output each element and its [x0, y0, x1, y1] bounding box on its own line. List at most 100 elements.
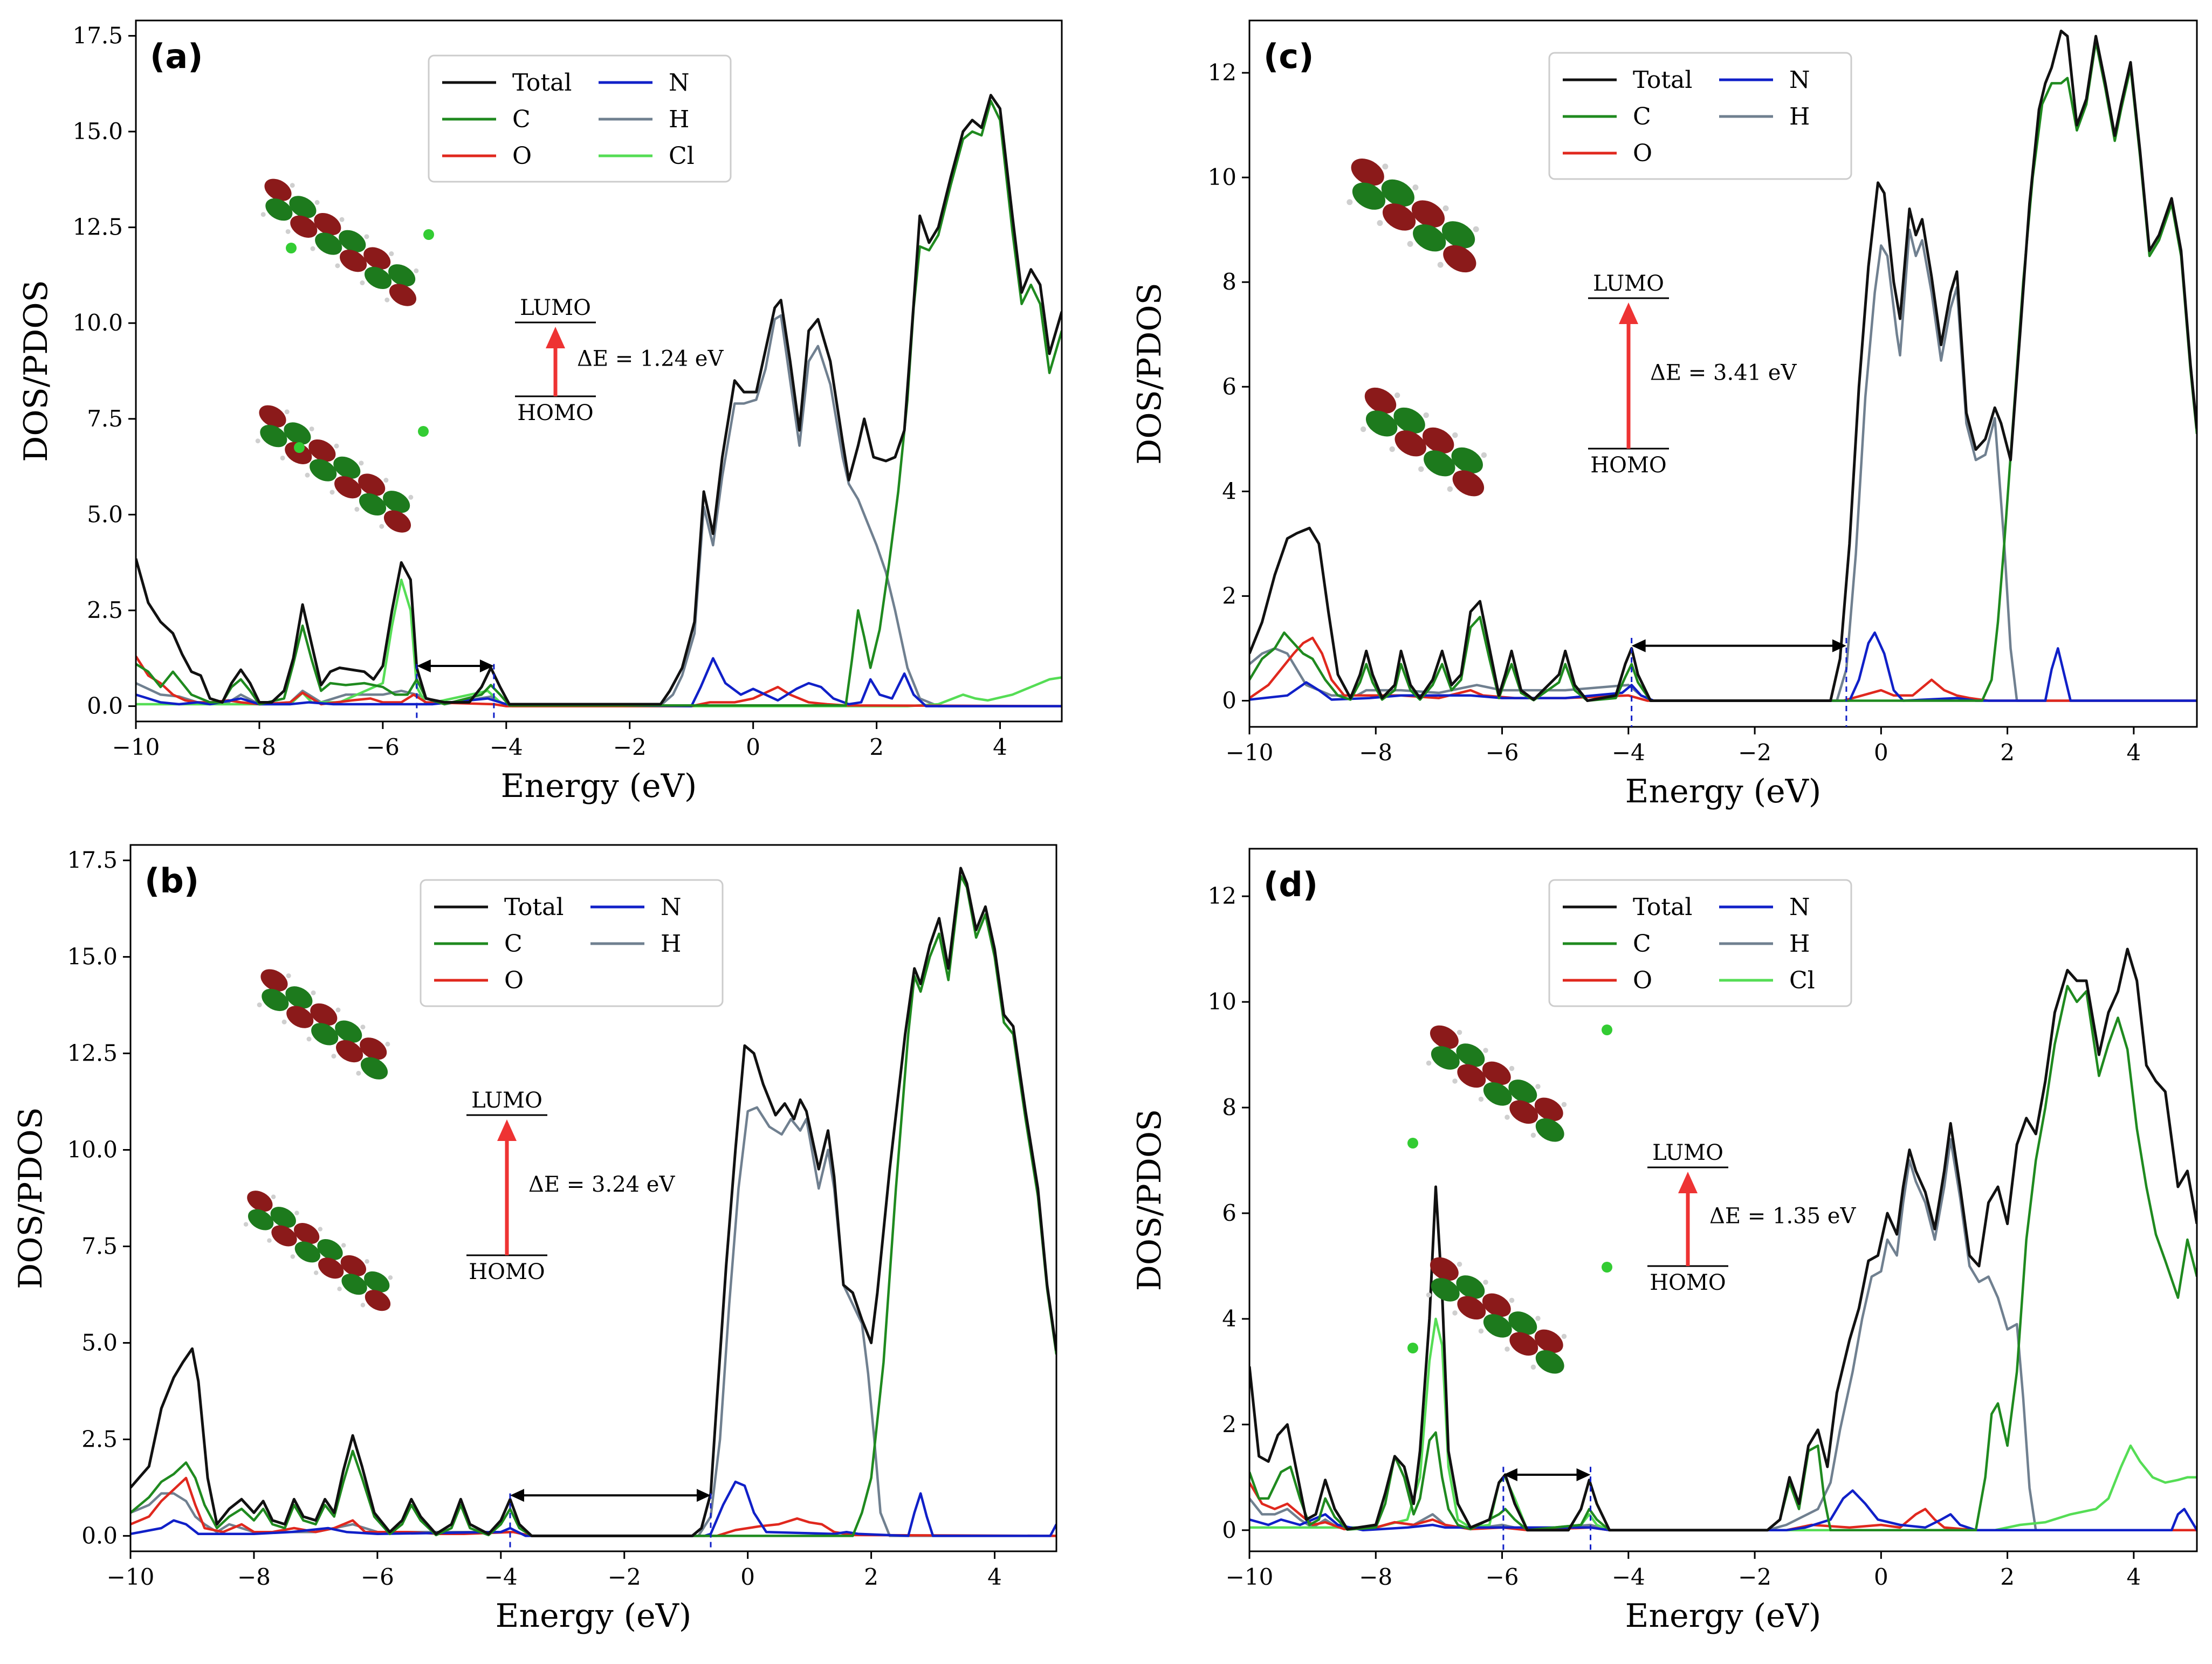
- orbital-lobe: [1365, 410, 1398, 437]
- lumo-label: LUMO: [1652, 1140, 1723, 1165]
- legend-label-total: Total: [1633, 66, 1692, 94]
- hydrogen-atom: [1478, 1328, 1484, 1334]
- y-axis-label: DOS/PDOS: [17, 280, 55, 462]
- legend-label-n: N: [661, 893, 682, 921]
- hydrogen-atom: [334, 443, 339, 449]
- hydrogen-atom: [383, 478, 389, 483]
- chlorine-atom: [423, 229, 434, 240]
- legend-label-n: N: [1789, 66, 1810, 94]
- hydrogen-atom: [313, 1270, 319, 1275]
- y-tick-label: 6: [1222, 1200, 1236, 1226]
- orbital-lobe: [359, 493, 387, 516]
- hydrogen-atom: [1481, 452, 1487, 458]
- orbital-lobe: [364, 266, 392, 290]
- orbital-lobe: [289, 196, 317, 218]
- gap-red-arrow-head: [546, 327, 565, 348]
- plot-frame: [1248, 848, 2198, 1552]
- plot-frame: [135, 19, 1063, 723]
- y-tick-label: 2: [1222, 1411, 1236, 1438]
- legend-label-n: N: [669, 69, 690, 97]
- hydrogen-atom: [1452, 1078, 1458, 1084]
- hydrogen-atom: [1452, 1310, 1458, 1316]
- orbital-lobe: [341, 1274, 367, 1295]
- gap-energy-label: ΔE = 1.24 eV: [577, 347, 724, 372]
- x-tick-label: −2: [608, 1564, 641, 1590]
- x-tick-label: −10: [1226, 739, 1274, 766]
- y-tick-label: 15.0: [67, 944, 118, 970]
- orbital-illustration: [255, 178, 434, 533]
- gap-red-arrow-head: [497, 1119, 517, 1141]
- orbital-lobe: [1508, 1311, 1537, 1335]
- lumo-label: LUMO: [520, 295, 591, 320]
- series-group: [136, 94, 1062, 707]
- y-tick-label: 12: [1208, 59, 1236, 86]
- hydrogen-atom: [337, 1287, 342, 1291]
- x-tick-label: 0: [746, 734, 760, 760]
- y-tick-label: 17.5: [72, 22, 123, 49]
- chlorine-atom: [418, 426, 429, 437]
- series-group: [1249, 29, 2197, 702]
- orbital-lobe: [286, 1006, 314, 1028]
- homo-label: HOMO: [517, 401, 593, 425]
- hydrogen-atom: [267, 1238, 272, 1243]
- legend-label-c: C: [1633, 103, 1651, 130]
- hydrogen-atom: [1505, 1346, 1510, 1352]
- orbital-lobe: [383, 510, 411, 533]
- chlorine-atom: [294, 442, 305, 453]
- y-tick-label: 7.5: [87, 405, 123, 432]
- orbital-lobe: [1394, 430, 1426, 457]
- hydrogen-atom: [1483, 1280, 1488, 1285]
- orbital-lobe: [1364, 387, 1397, 414]
- legend-label-total: Total: [504, 893, 564, 921]
- y-tick-label: 4: [1222, 1305, 1236, 1332]
- x-tick-label: −6: [361, 1564, 394, 1590]
- y-tick-label: 4: [1222, 478, 1236, 504]
- panel-d: −10 −8 −6 −4 −2 0 2 4 0 2 4 6 8 10 12 Energy (eV) DOS/PD…: [1131, 848, 2198, 1635]
- series-line-total: [136, 94, 1062, 706]
- hydrogen-atom: [309, 426, 314, 431]
- hydrogen-atom: [365, 1259, 369, 1264]
- y-tick-label: 2: [1222, 582, 1236, 609]
- hydrogen-atom: [408, 494, 414, 500]
- hydrogen-atom: [314, 200, 320, 205]
- orbital-lobe: [1431, 1046, 1460, 1070]
- legend-label-o: O: [512, 142, 532, 170]
- hydrogen-atom: [1478, 1096, 1484, 1102]
- orbital-lobe: [1535, 1350, 1564, 1374]
- series-line-total: [1249, 947, 2197, 1532]
- panel-label: (d): [1263, 865, 1318, 904]
- gap-red-arrow-head: [1678, 1172, 1698, 1193]
- orbital-lobe: [318, 1257, 344, 1279]
- orbital-lobe: [363, 247, 391, 270]
- orbital-lobe: [1351, 159, 1384, 186]
- orbital-lobe: [260, 969, 288, 992]
- plot-frame: [129, 844, 1057, 1552]
- hydrogen-atom: [1418, 466, 1424, 472]
- orbital-lobe: [1457, 1296, 1486, 1320]
- hydrogen-atom: [364, 234, 369, 239]
- orbital-illustration: [1347, 159, 1487, 497]
- hydrogen-atom: [1442, 205, 1449, 211]
- orbital-lobe: [1456, 1043, 1485, 1067]
- hydrogen-atom: [335, 1007, 341, 1013]
- gap-arrow-head-left: [510, 1489, 524, 1502]
- hydrogen-atom: [335, 263, 340, 269]
- orbital-lobe: [265, 198, 293, 221]
- orbital-lobe: [1535, 1118, 1564, 1142]
- y-tick-label: 0: [1222, 1517, 1236, 1543]
- orbital-lobe: [1534, 1097, 1563, 1122]
- chlorine-atom: [1602, 1262, 1612, 1273]
- orbital-lobe: [335, 1020, 362, 1043]
- x-tick-label: −6: [1486, 1564, 1519, 1590]
- y-tick-label: 8: [1222, 269, 1236, 295]
- panel-b: −10 −8 −6 −4 −2 0 2 4 0.0 2.5 5.0 7.5 10.0 12.5 15.0 17…: [12, 844, 1057, 1635]
- orbital-lobe: [311, 1023, 339, 1046]
- gap-energy-label: ΔE = 3.24 eV: [528, 1172, 675, 1197]
- orbital-lobe: [1352, 182, 1386, 210]
- orbital-lobe: [340, 1255, 367, 1276]
- series-line-c: [130, 875, 1056, 1537]
- orbital-lobe: [1382, 203, 1416, 231]
- hydrogen-atom: [1407, 240, 1413, 247]
- hydrogen-atom: [329, 490, 335, 495]
- gap-arrow-head-left: [416, 659, 431, 672]
